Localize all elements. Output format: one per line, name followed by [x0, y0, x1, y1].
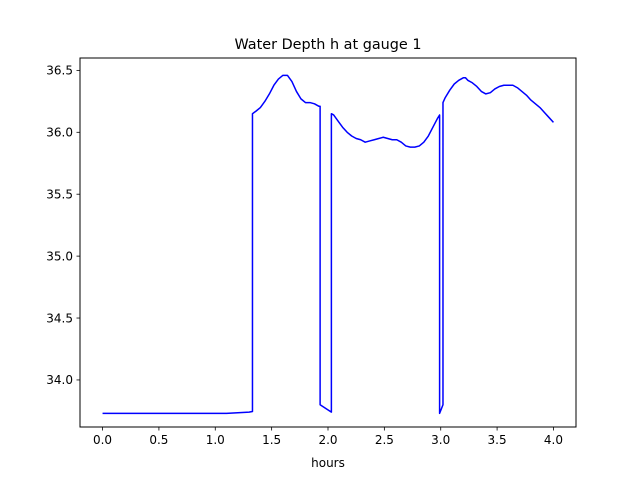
y-tick-label: 36.0 [46, 126, 73, 140]
y-tick-label: 34.5 [46, 311, 73, 325]
series-line-0 [102, 74, 555, 415]
x-axis-label: hours [311, 456, 345, 470]
y-tick-label: 35.5 [46, 188, 73, 202]
x-tick-label: 1.0 [206, 433, 225, 447]
plot-area [102, 74, 555, 415]
plot-frame [79, 57, 577, 428]
x-tick-label: 3.5 [488, 433, 507, 447]
x-tick-label: 0.5 [149, 433, 168, 447]
y-tick-label: 35.0 [46, 249, 73, 263]
y-axis: 34.0 34.5 35.0 35.5 36.0 36.5 [46, 64, 80, 387]
x-tick-label: 1.5 [262, 433, 281, 447]
x-tick-label: 2.0 [318, 433, 337, 447]
x-axis: 0.0 0.5 1.0 1.5 2.0 2.5 3.0 3.5 4.0 [93, 427, 563, 447]
x-tick-label: 0.0 [93, 433, 112, 447]
y-tick-label: 34.0 [46, 373, 73, 387]
x-tick-label: 3.0 [431, 433, 450, 447]
x-tick-label: 2.5 [375, 433, 394, 447]
chart-title: Water Depth h at gauge 1 [234, 37, 421, 53]
y-tick-label: 36.5 [46, 64, 73, 78]
x-tick-label: 4.0 [544, 433, 563, 447]
